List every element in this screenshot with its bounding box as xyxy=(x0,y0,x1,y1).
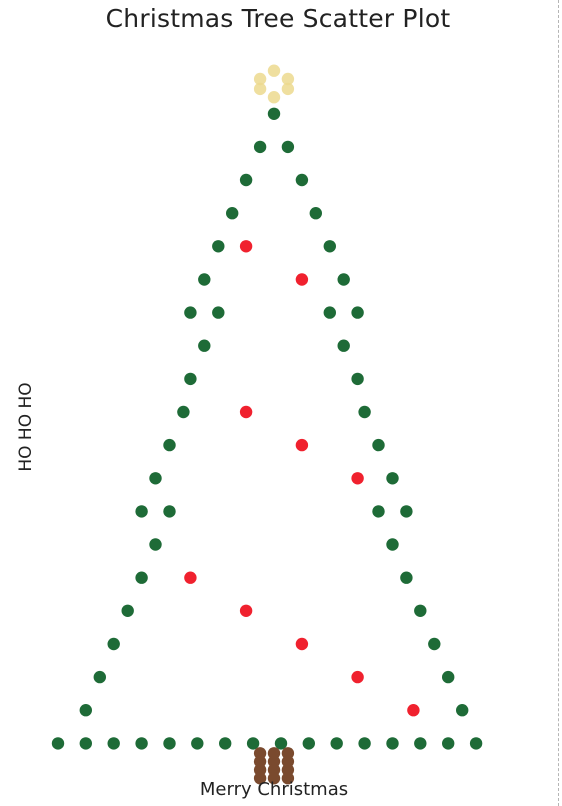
scatter-point xyxy=(198,273,211,286)
scatter-point xyxy=(51,737,65,750)
scatter-point xyxy=(191,737,204,750)
scatter-point xyxy=(246,737,260,750)
scatter-point xyxy=(239,405,253,419)
scatter-point xyxy=(400,571,413,584)
scatter-point xyxy=(274,737,288,750)
scatter-point xyxy=(386,472,399,485)
scatter-point xyxy=(414,604,427,617)
scatter-point xyxy=(351,372,364,386)
scatter-point xyxy=(79,704,93,717)
scatter-point xyxy=(253,82,267,96)
scatter-point xyxy=(295,173,309,187)
scatter-point xyxy=(198,339,211,352)
scatter-point xyxy=(163,737,176,750)
scatter-point xyxy=(212,306,225,319)
scatter-point xyxy=(267,91,281,104)
scatter-point xyxy=(219,737,232,750)
chart-title: Christmas Tree Scatter Plot xyxy=(105,4,451,33)
scatter-point xyxy=(372,505,385,518)
scatter-point xyxy=(253,72,267,86)
scatter-point xyxy=(177,405,190,419)
scatter-point xyxy=(407,704,420,717)
scatter-point xyxy=(469,737,483,750)
scatter-point xyxy=(281,140,295,154)
scatter-point xyxy=(107,637,120,651)
scatter-point xyxy=(337,273,350,286)
scatter-point xyxy=(149,538,162,551)
scatter-point xyxy=(79,737,93,750)
y-axis-label: HO HO HO xyxy=(16,382,36,471)
scatter-point xyxy=(358,405,371,419)
scatter-point xyxy=(107,737,120,750)
scatter-point xyxy=(442,670,455,684)
scatter-point xyxy=(295,438,309,452)
scatter-point xyxy=(281,82,295,96)
scatter-point xyxy=(414,737,427,750)
scatter-point xyxy=(163,438,176,452)
scatter-point xyxy=(239,604,253,617)
scatter-point xyxy=(330,737,343,750)
scatter-point xyxy=(267,772,281,785)
scatter-point xyxy=(309,207,322,220)
scatter-point xyxy=(442,737,455,750)
scatter-point xyxy=(267,64,281,77)
scatter-point xyxy=(323,306,336,319)
scatter-point xyxy=(135,571,148,584)
scatter-point xyxy=(323,240,336,253)
scatter-point xyxy=(281,772,295,785)
scatter-point xyxy=(456,704,469,717)
scatter-point xyxy=(93,670,107,684)
scatter-point xyxy=(184,306,197,319)
scatter-point xyxy=(184,571,197,584)
scatter-point xyxy=(135,737,148,750)
scatter-point xyxy=(184,372,197,386)
scatter-point xyxy=(253,772,267,785)
scatter-point xyxy=(428,637,441,651)
scatter-point xyxy=(372,438,385,452)
scatter-point xyxy=(337,339,350,352)
scatter-point xyxy=(212,240,225,253)
scatter-point xyxy=(267,107,281,121)
scatter-point xyxy=(253,140,267,154)
scatter-point xyxy=(400,505,413,518)
x-axis-label: Merry Christmas xyxy=(200,779,348,800)
scatter-point xyxy=(302,737,315,750)
scatter-point xyxy=(295,637,309,651)
scatter-point xyxy=(351,472,364,485)
frame-border xyxy=(558,0,559,806)
scatter-point xyxy=(351,670,364,684)
scatter-point xyxy=(121,604,134,617)
scatter-point xyxy=(295,273,309,286)
scatter-point xyxy=(386,538,399,551)
scatter-point xyxy=(226,207,239,220)
scatter-point xyxy=(358,737,371,750)
scatter-point xyxy=(135,505,148,518)
scatter-point xyxy=(239,173,253,187)
scatter-point xyxy=(351,306,364,319)
scatter-point xyxy=(281,72,295,86)
points-layer xyxy=(51,64,483,785)
scatter-point xyxy=(239,240,253,253)
scatter-point xyxy=(149,472,162,485)
scatter-point xyxy=(163,505,176,518)
scatter-point xyxy=(386,737,399,750)
